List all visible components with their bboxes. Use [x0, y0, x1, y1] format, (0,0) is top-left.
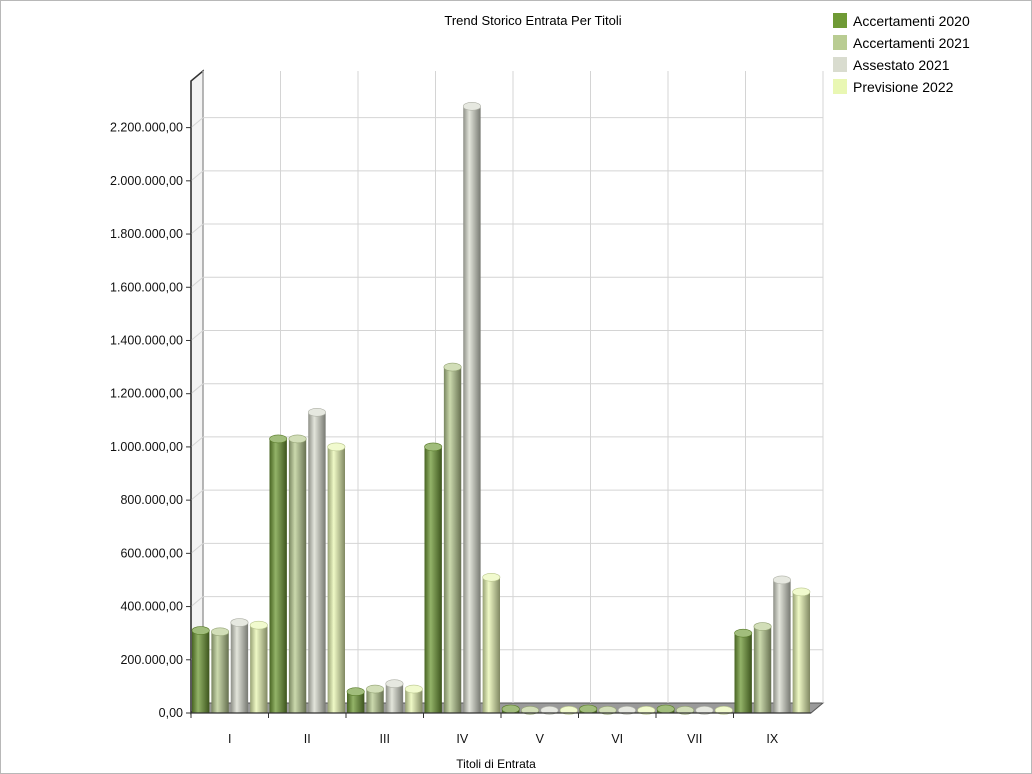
legend: Accertamenti 2020 Accertamenti 2021 Assest… [833, 13, 970, 95]
bar [676, 706, 695, 715]
bar [540, 706, 559, 715]
bar [753, 622, 772, 713]
bar [424, 442, 443, 713]
y-tick-label: 0,00 [159, 706, 183, 720]
bar [559, 706, 578, 715]
y-tick-label: 400.000,00 [120, 600, 183, 614]
bar [443, 362, 462, 713]
x-tick-label: II [304, 732, 311, 746]
y-tick-label: 1.200.000,00 [110, 387, 183, 401]
x-tick-label: VI [611, 732, 623, 746]
x-tick-label: V [536, 732, 545, 746]
y-tick-label: 1.000.000,00 [110, 440, 183, 454]
bar [579, 704, 598, 714]
bar [385, 679, 404, 713]
grid-line [190, 383, 204, 395]
x-tick-label: VII [687, 732, 702, 746]
bar [772, 575, 791, 713]
bar [598, 706, 617, 715]
grid-line [190, 117, 204, 128]
grid-line [190, 170, 204, 182]
y-tick-label: 800.000,00 [120, 493, 183, 507]
legend-label: Previsione 2022 [853, 79, 954, 95]
grid-line [190, 542, 204, 554]
grid-line [190, 276, 204, 288]
grid-line [190, 489, 204, 501]
grid-line [190, 596, 204, 607]
y-tick-label: 200.000,00 [120, 653, 183, 667]
bar [404, 684, 423, 713]
grid-line [190, 330, 204, 341]
bars [190, 81, 811, 715]
bar [269, 434, 288, 713]
y-tick-label: 1.600.000,00 [110, 280, 183, 294]
grid-line [190, 436, 204, 448]
x-axis-label: Titoli di Entrata [456, 757, 536, 771]
bar [656, 704, 675, 714]
bar [501, 704, 520, 714]
bar [482, 572, 501, 713]
bar [307, 408, 326, 713]
bar [637, 706, 656, 715]
legend-swatch [833, 13, 847, 28]
bar [191, 626, 210, 713]
x-axis-ticks: I II III IV V VI VII IX [190, 713, 779, 746]
bar [695, 706, 714, 715]
bar [617, 706, 636, 715]
legend-label: Accertamenti 2021 [853, 35, 970, 51]
bar [714, 706, 733, 715]
legend-swatch [833, 79, 847, 94]
bar [211, 627, 230, 713]
y-axis-ticks: 0,00 200.000,00 400.000,00 600.000,00 800.00… [110, 121, 191, 720]
bar [366, 684, 385, 713]
y-tick-label: 600.000,00 [120, 546, 183, 560]
bar [327, 442, 346, 713]
y-tick-label: 2.200.000,00 [110, 121, 183, 135]
bar [462, 102, 481, 714]
x-tick-label: IV [456, 732, 468, 746]
bar [288, 434, 307, 713]
grid-line [190, 223, 204, 235]
bar [346, 687, 365, 713]
x-tick-label: IX [766, 732, 778, 746]
y-tick-label: 2.000.000,00 [110, 174, 183, 188]
bar [521, 706, 540, 715]
legend-label: Accertamenti 2020 [853, 13, 970, 29]
legend-label: Assestato 2021 [853, 57, 950, 73]
chart-title: Trend Storico Entrata Per Titoli [444, 13, 621, 28]
bar [230, 618, 249, 713]
bar [734, 628, 753, 713]
legend-swatch [833, 35, 847, 50]
bar [792, 587, 811, 713]
x-tick-label: I [228, 732, 231, 746]
y-tick-label: 1.800.000,00 [110, 227, 183, 241]
y-tick-label: 1.400.000,00 [110, 333, 183, 347]
bar [249, 620, 268, 713]
x-tick-label: III [380, 732, 390, 746]
legend-swatch [833, 57, 847, 72]
